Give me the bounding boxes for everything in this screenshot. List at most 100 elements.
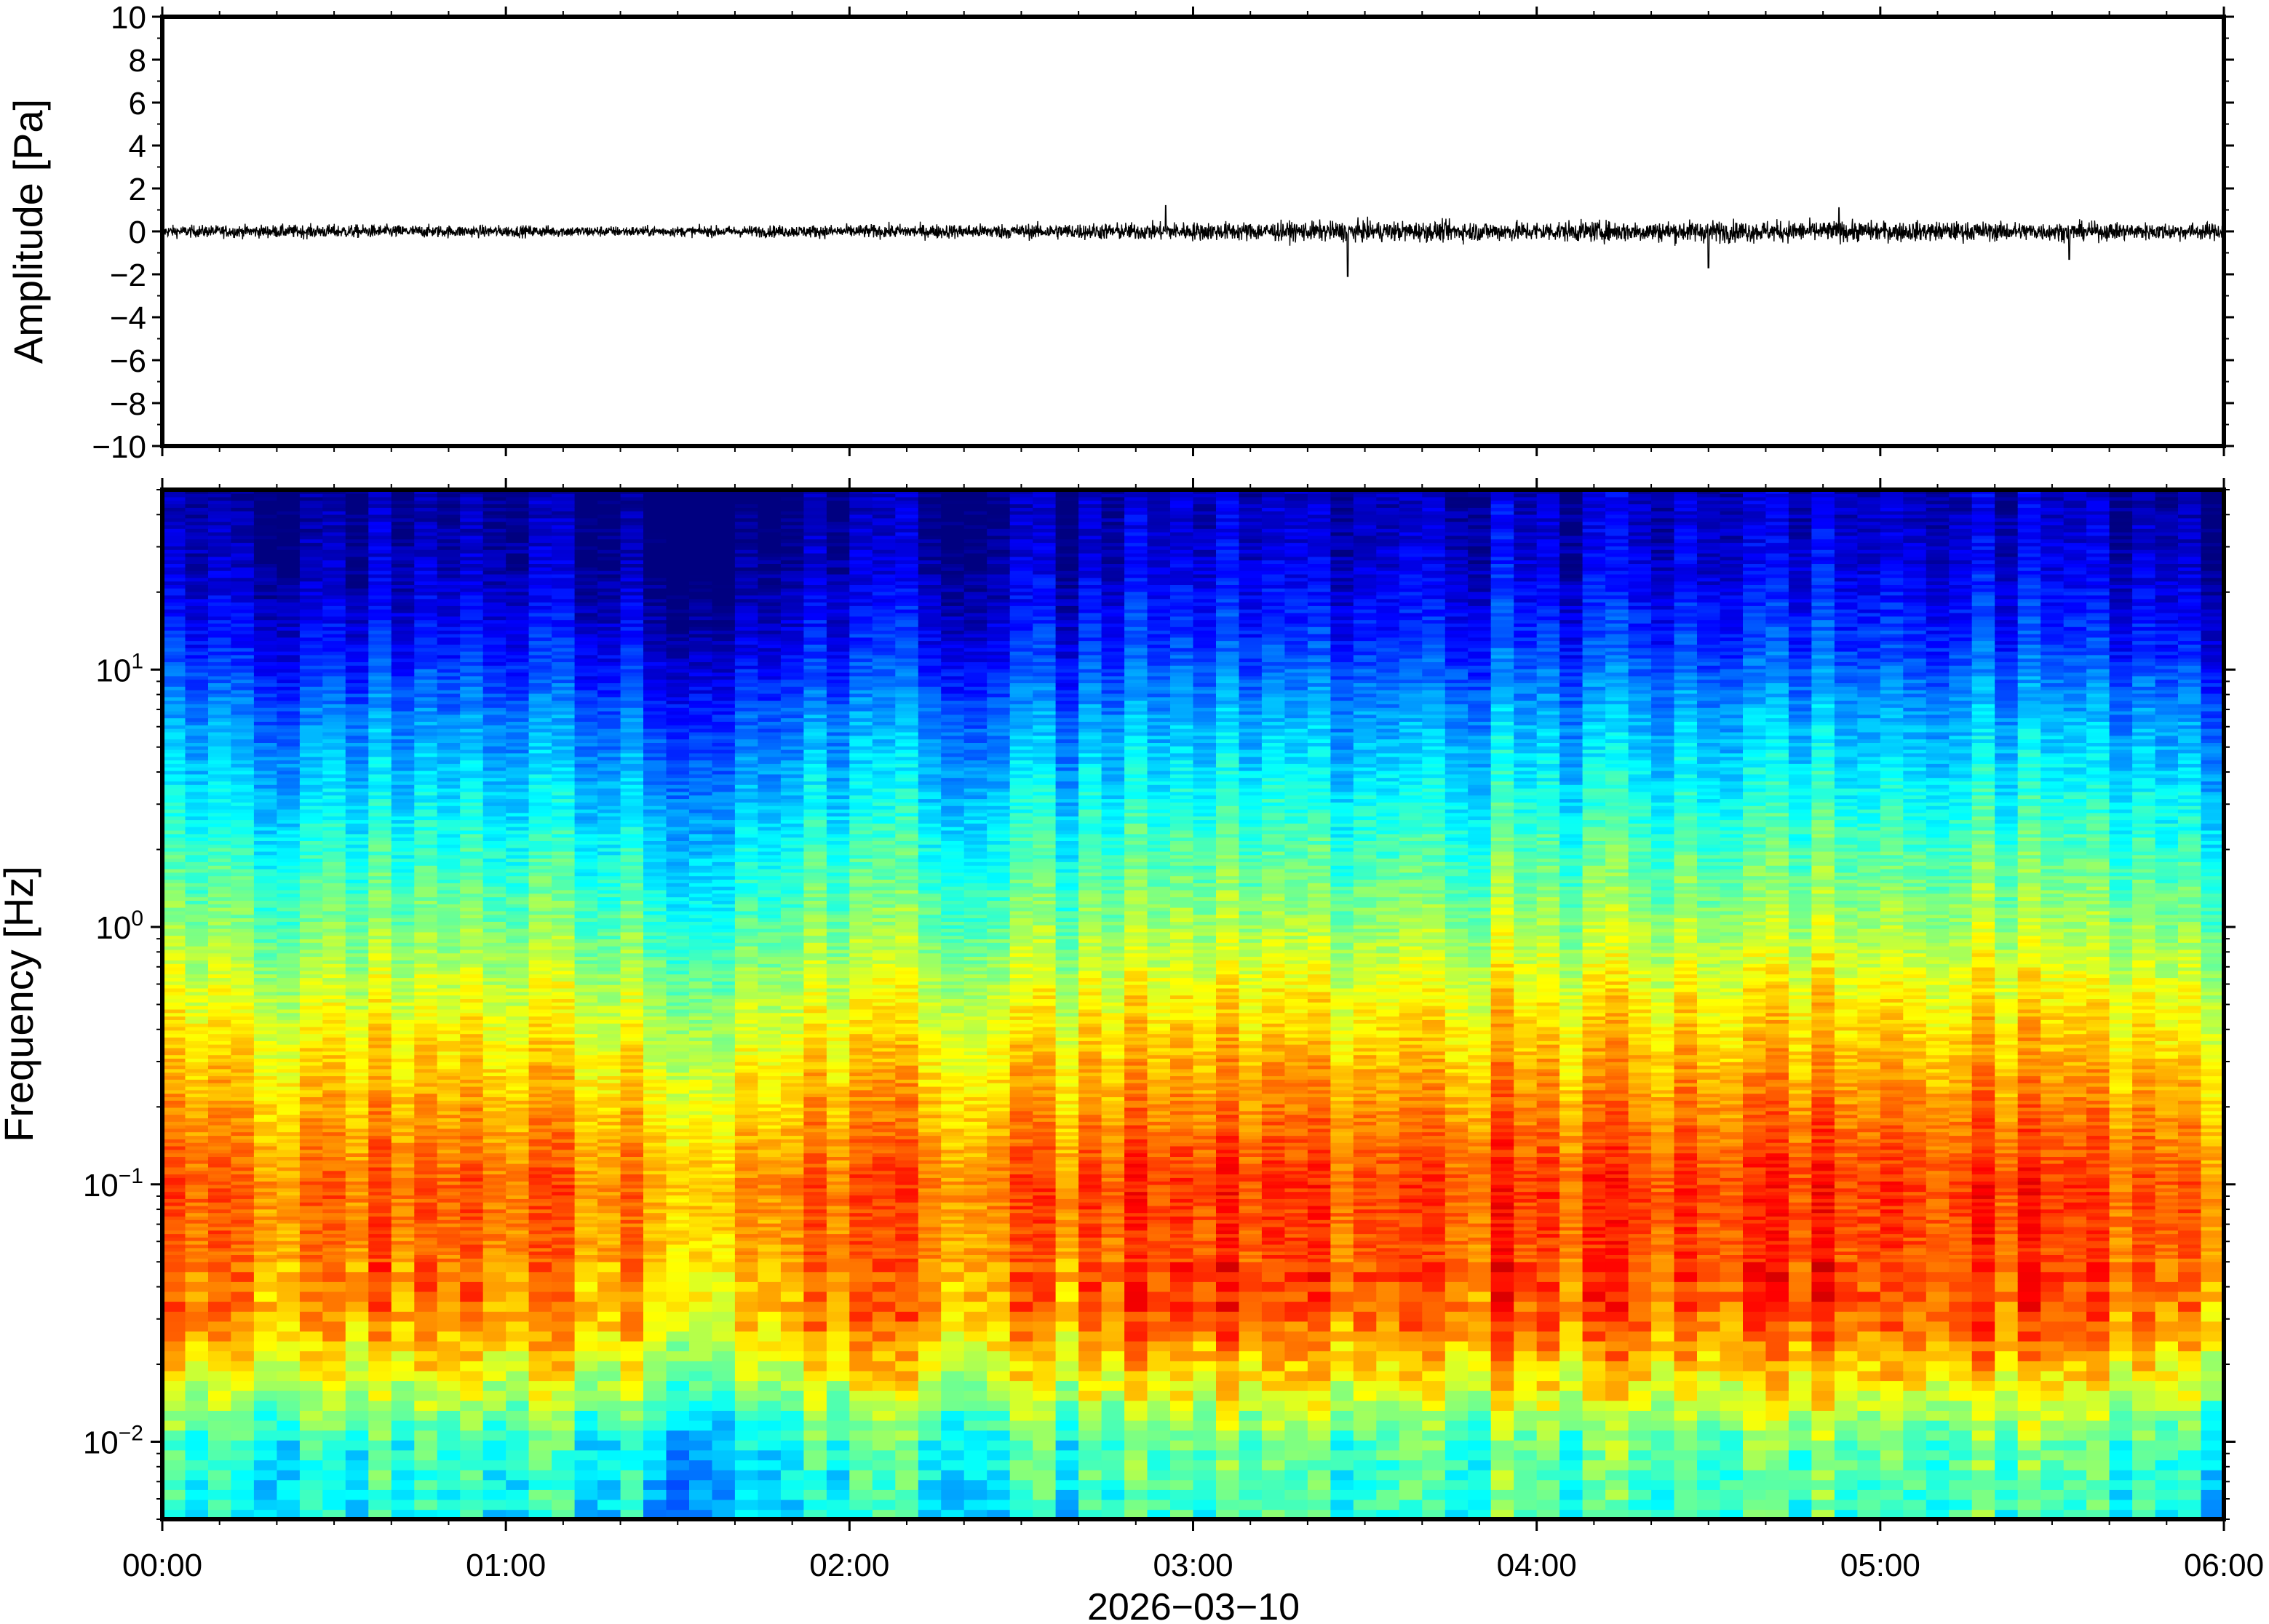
spectrogram-cell: [300, 1096, 323, 1101]
spectrogram-cell: [277, 925, 300, 929]
spectrogram-cell: [506, 1331, 529, 1341]
spectrogram-cell: [597, 995, 621, 999]
spectrogram-cell: [575, 1040, 598, 1045]
spectrogram-cell: [208, 932, 231, 936]
spectrogram-cell: [368, 1040, 392, 1045]
spectrogram-cell: [254, 998, 277, 1003]
spectrogram-cell: [368, 539, 392, 544]
spectrogram-cell: [231, 1212, 254, 1217]
spectrogram-cell: [392, 858, 415, 862]
spectrogram-cell: [506, 921, 529, 926]
spectrogram-cell: [368, 1470, 392, 1480]
spectrogram-cell: [392, 567, 415, 571]
spectrogram-cell: [597, 1100, 621, 1104]
spectrogram-cell: [231, 974, 254, 979]
spectrogram-cell: [322, 1163, 346, 1168]
spectrogram-cell: [186, 939, 209, 943]
spectrogram-cell: [346, 1023, 369, 1027]
spectrogram-cell: [414, 619, 437, 624]
spectrogram-cell: [162, 669, 186, 673]
spectrogram-cell: [460, 1251, 483, 1255]
spectrogram-cell: [346, 613, 369, 617]
spectrogram-cell: [437, 1027, 461, 1031]
spectrogram-cell: [552, 1062, 575, 1066]
spectrogram-cell: [597, 1037, 621, 1041]
spectrogram-cell: [208, 739, 231, 743]
spectrogram-cell: [346, 1237, 369, 1241]
spectrogram-cell: [392, 1241, 415, 1245]
spectrogram-cell: [368, 1174, 392, 1178]
spectrogram-cell: [552, 837, 575, 841]
spectrogram-cell: [231, 1111, 254, 1115]
spectrogram-cell: [483, 981, 506, 985]
spectrogram-cell: [437, 1163, 461, 1168]
spectrogram-cell: [322, 1321, 346, 1332]
spectrogram-cell: [552, 977, 575, 982]
spectrogram-cell: [392, 742, 415, 747]
spectrogram-cell: [346, 514, 369, 519]
spectrogram-cell: [597, 1241, 621, 1245]
spectrogram-cell: [186, 721, 209, 725]
spectrogram-cell: [186, 1233, 209, 1238]
spectrogram-cell: [208, 616, 231, 621]
spectrogram-cell: [208, 875, 231, 880]
spectrogram-cell: [208, 1212, 231, 1217]
spectrogram-cell: [254, 640, 277, 645]
spectrogram-cell: [437, 1030, 461, 1035]
spectrogram-cell: [575, 640, 598, 645]
spectrogram-cell: [460, 511, 483, 515]
spectrogram-cell: [277, 648, 300, 652]
spectrogram-cell: [346, 746, 369, 750]
spectrogram-cell: [597, 1129, 621, 1133]
spectrogram-cell: [437, 1401, 461, 1411]
spectrogram-cell: [552, 1139, 575, 1143]
spectrogram-cell: [460, 1171, 483, 1175]
spectrogram-cell: [460, 634, 483, 638]
spectrogram-cell: [506, 763, 529, 768]
spectrogram-cell: [392, 1135, 415, 1139]
spectrogram-cell: [575, 1272, 598, 1282]
spectrogram-cell: [300, 742, 323, 747]
spectrogram-cell: [460, 893, 483, 898]
spectrogram-cell: [208, 1341, 231, 1351]
spectrogram-cell: [414, 760, 437, 764]
spectrogram-cell: [322, 1121, 346, 1126]
spectrogram-cell: [392, 1139, 415, 1143]
spectrogram-cell: [277, 788, 300, 792]
spectrogram-cell: [277, 1420, 300, 1430]
spectrogram-cell: [552, 915, 575, 919]
spectrogram-cell: [208, 998, 231, 1003]
spectrogram-cell: [575, 834, 598, 838]
spectrogram-cell: [254, 1188, 277, 1193]
spectrogram-cell: [483, 1216, 506, 1220]
spectrogram-cell: [186, 553, 209, 557]
spectrogram-cell: [208, 1480, 231, 1490]
spectrogram-cell: [437, 1321, 461, 1332]
spectrogram-cell: [506, 739, 529, 743]
spectrogram-cell: [597, 1254, 621, 1259]
spectrogram-cell: [575, 918, 598, 922]
spectrogram-cell: [300, 549, 323, 554]
spectrogram-cell: [277, 595, 300, 600]
spectrogram-cell: [529, 851, 552, 856]
spectrogram-cell: [186, 532, 209, 536]
spectrogram-cell: [437, 802, 461, 806]
spectrogram-cell: [322, 1450, 346, 1460]
spectrogram-cell: [208, 774, 231, 779]
spectrogram-cell: [460, 584, 483, 589]
spectrogram-cell: [483, 963, 506, 968]
spectrogram-cell: [186, 763, 209, 768]
spectrogram-cell: [506, 1150, 529, 1154]
spectrogram-cell: [186, 658, 209, 663]
spectrogram-cell: [437, 1430, 461, 1440]
spectrogram-cell: [483, 584, 506, 589]
spectrogram-cell: [231, 1185, 254, 1189]
spectrogram-cell: [254, 1093, 277, 1097]
spectrogram-cell: [208, 588, 231, 592]
spectrogram-cell: [392, 1341, 415, 1351]
spectrogram-cell: [529, 721, 552, 725]
spectrogram-cell: [208, 1083, 231, 1087]
spectrogram-cell: [460, 788, 483, 792]
spectrogram-cell: [575, 581, 598, 585]
spectrogram-cell: [483, 1248, 506, 1252]
